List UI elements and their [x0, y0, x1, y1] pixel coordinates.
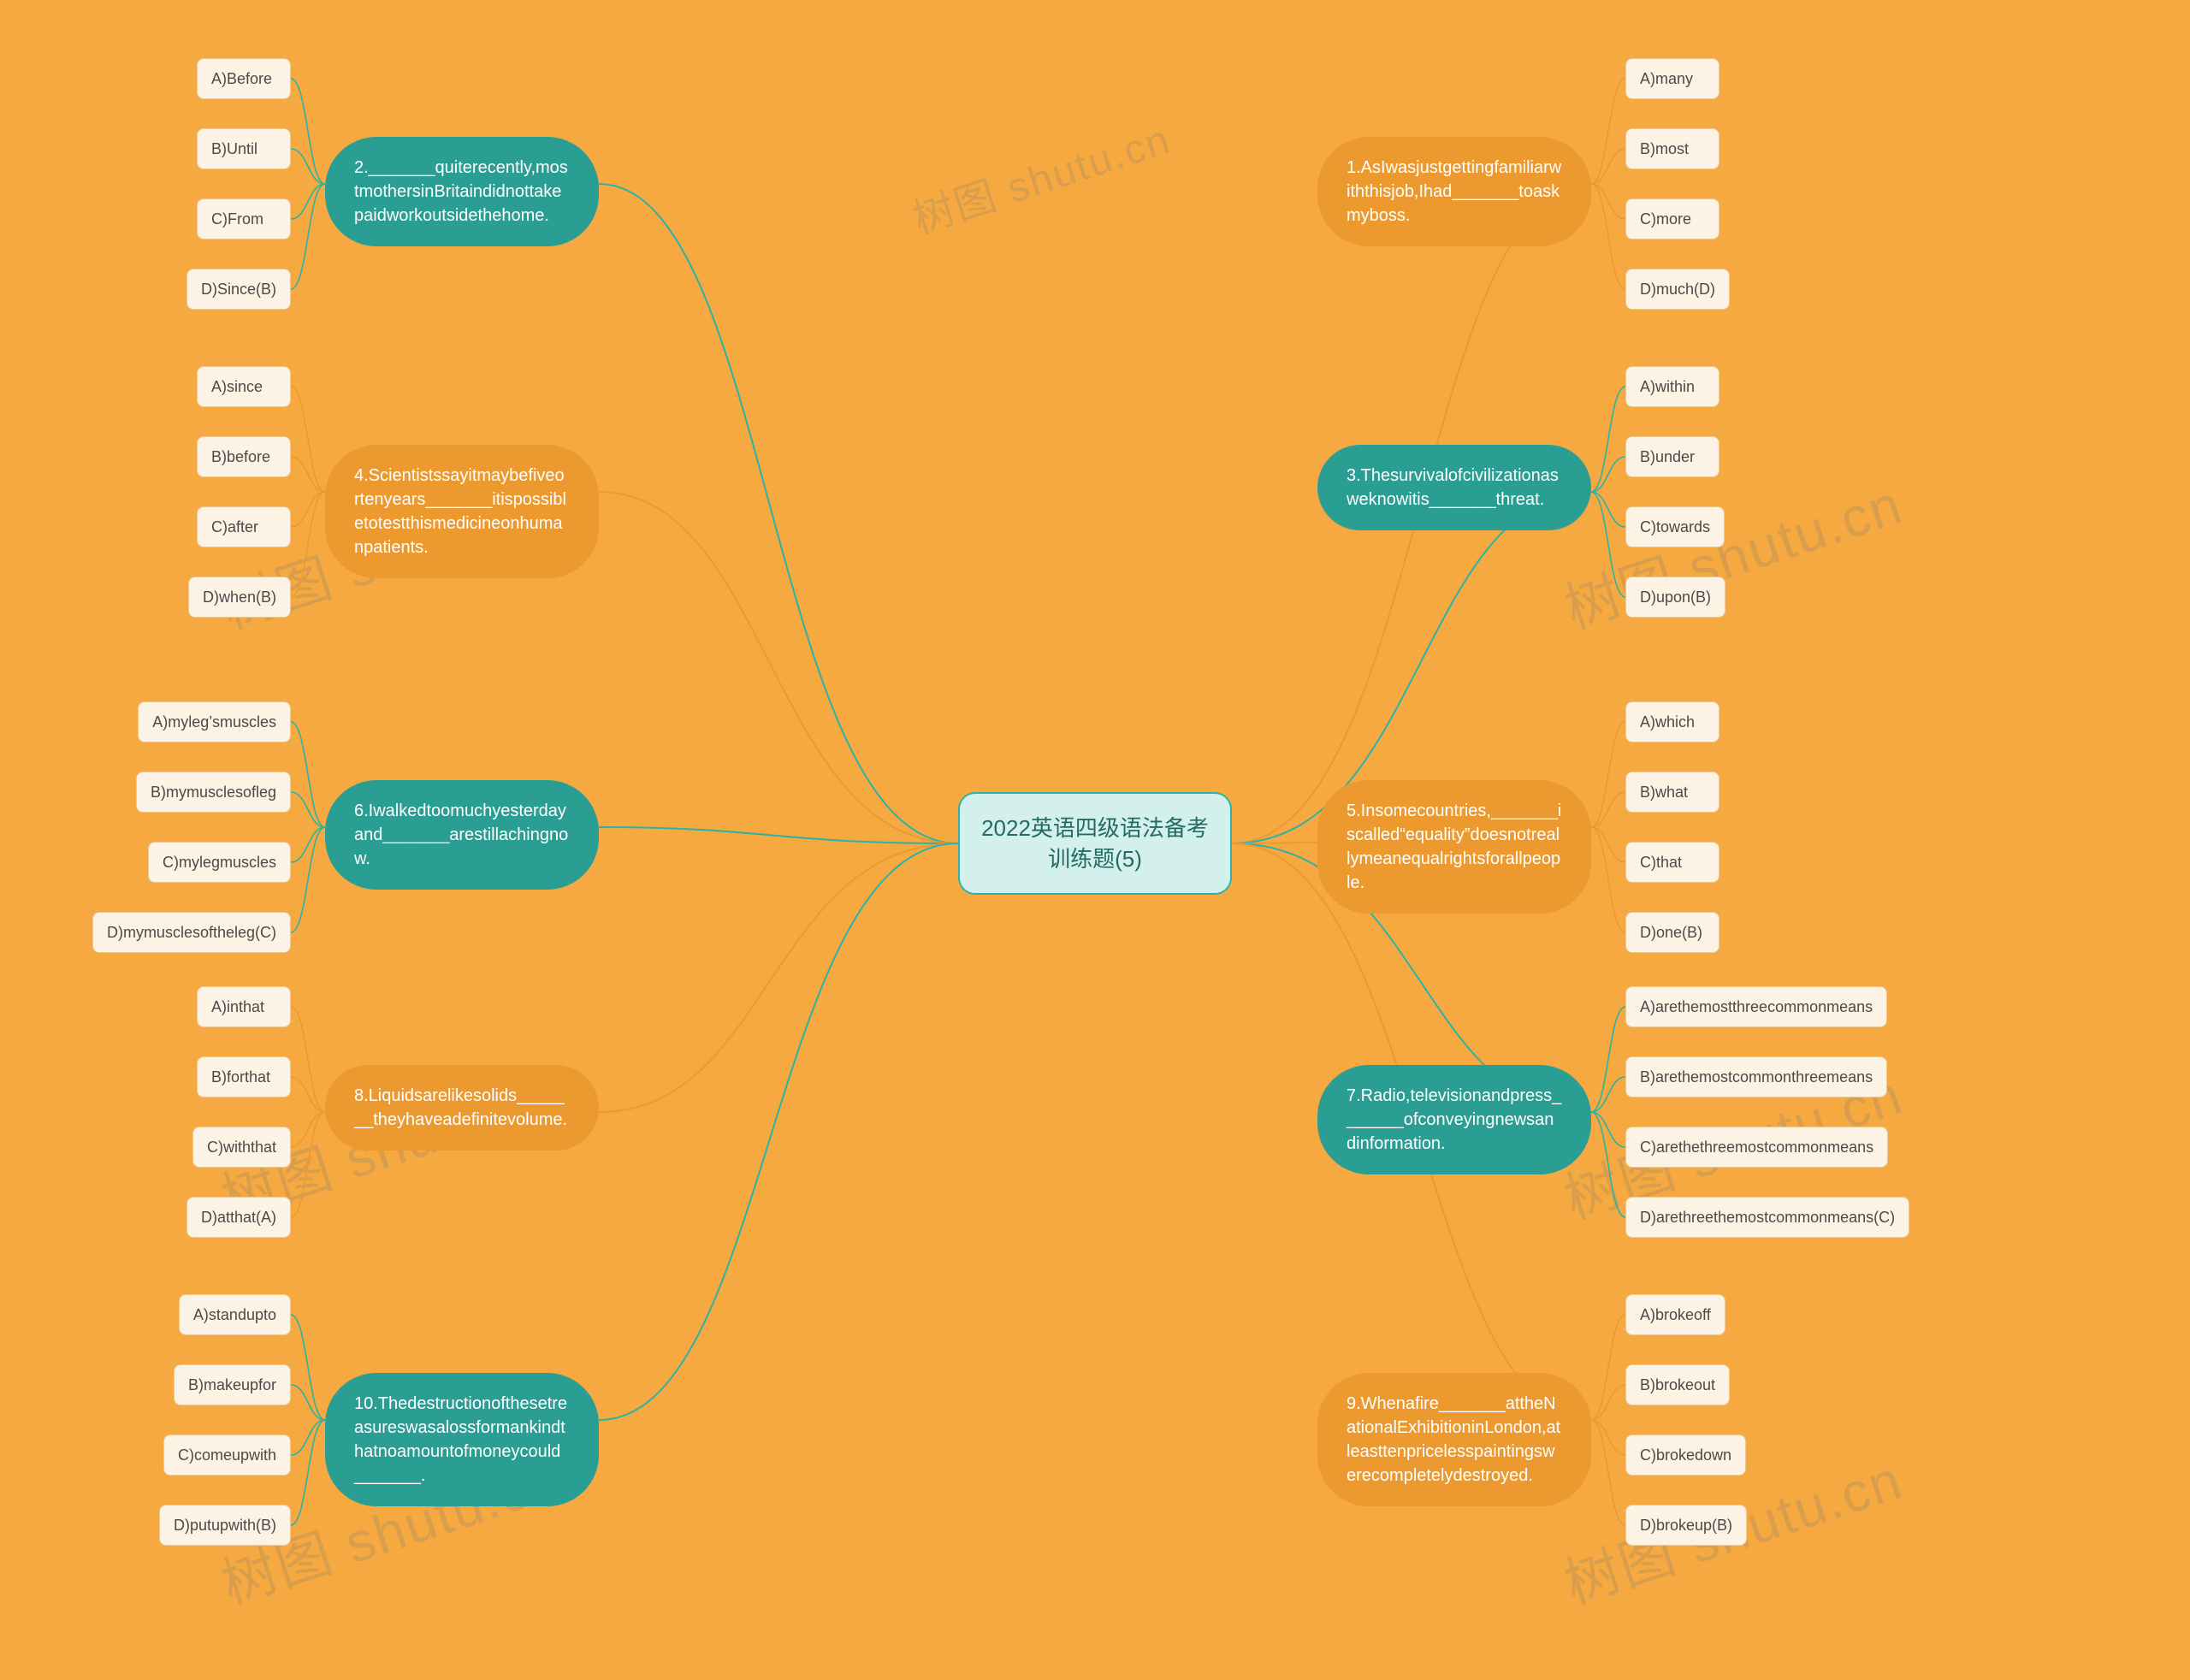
leaf-q2-c[interactable]: C)From: [197, 198, 291, 240]
leaf-q6-b[interactable]: B)mymusclesofleg: [136, 772, 291, 813]
leaf-q8-d[interactable]: D)atthat(A): [186, 1197, 291, 1238]
leaf-q3-c[interactable]: C)towards: [1625, 506, 1725, 547]
leaf-q8-b[interactable]: B)forthat: [197, 1056, 291, 1097]
watermark: 树图 shutu.cn: [904, 105, 1177, 245]
branch-q9[interactable]: 9.Whenafire_______attheNationalExhibitio…: [1317, 1373, 1591, 1506]
leaf-q6-a[interactable]: A)myleg’smuscles: [138, 701, 291, 742]
leaf-q7-a[interactable]: A)arethemostthreecommonmeans: [1625, 986, 1887, 1027]
leaf-q3-a[interactable]: A)within: [1625, 366, 1719, 407]
branch-q6[interactable]: 6.Iwalkedtoomuchyesterdayand_______arest…: [325, 780, 599, 890]
branch-q7-text: 7.Radio,televisionandpress_______ofconve…: [1347, 1084, 1562, 1156]
leaf-q9-a[interactable]: A)brokeoff: [1625, 1294, 1725, 1335]
leaf-q1-b[interactable]: B)most: [1625, 128, 1719, 169]
leaf-q10-a[interactable]: A)standupto: [179, 1294, 291, 1335]
leaf-q8-a[interactable]: A)inthat: [197, 986, 291, 1027]
leaf-q4-d[interactable]: D)when(B): [188, 577, 291, 618]
leaf-q6-c[interactable]: C)mylegmuscles: [148, 842, 291, 883]
leaf-q9-c[interactable]: C)brokedown: [1625, 1435, 1746, 1476]
branch-q8[interactable]: 8.Liquidsarelikesolids_______theyhaveade…: [325, 1065, 599, 1151]
branch-q3[interactable]: 3.Thesurvivalofcivilizationasweknowitis_…: [1317, 445, 1591, 530]
leaf-q8-c[interactable]: C)withthat: [192, 1127, 291, 1168]
leaf-q3-d[interactable]: D)upon(B): [1625, 577, 1725, 618]
leaf-q2-b[interactable]: B)Until: [197, 128, 291, 169]
leaf-q3-b[interactable]: B)under: [1625, 436, 1719, 477]
mindmap-root[interactable]: 2022英语四级语法备考训练题(5): [958, 792, 1232, 895]
leaf-q2-d[interactable]: D)Since(B): [186, 269, 291, 310]
leaf-q10-d[interactable]: D)putupwith(B): [159, 1505, 291, 1546]
leaf-q6-d[interactable]: D)mymusclesoftheleg(C): [92, 912, 291, 953]
leaf-q2-a[interactable]: A)Before: [197, 58, 291, 99]
leaf-q7-b[interactable]: B)arethemostcommonthreemeans: [1625, 1056, 1887, 1097]
leaf-q5-c[interactable]: C)that: [1625, 842, 1719, 883]
branch-q4-text: 4.Scientistssayitmaybefiveortenyears____…: [354, 464, 570, 559]
root-title: 2022英语四级语法备考训练题(5): [977, 813, 1213, 875]
leaf-q9-b[interactable]: B)brokeout: [1625, 1364, 1730, 1405]
leaf-q1-d[interactable]: D)much(D): [1625, 269, 1730, 310]
branch-q5[interactable]: 5.Insomecountries,_______iscalled“equali…: [1317, 780, 1591, 914]
leaf-q5-b[interactable]: B)what: [1625, 772, 1719, 813]
leaf-q5-d[interactable]: D)one(B): [1625, 912, 1719, 953]
branch-q10[interactable]: 10.Thedestructionofthesetreasureswasalos…: [325, 1373, 599, 1506]
leaf-q4-b[interactable]: B)before: [197, 436, 291, 477]
watermark: 树图 shutu.cn: [1554, 461, 1911, 644]
branch-q1[interactable]: 1.AsIwasjustgettingfamiliarwiththisjob,I…: [1317, 137, 1591, 246]
branch-q3-text: 3.Thesurvivalofcivilizationasweknowitis_…: [1347, 464, 1562, 512]
leaf-q4-c[interactable]: C)after: [197, 506, 291, 547]
branch-q1-text: 1.AsIwasjustgettingfamiliarwiththisjob,I…: [1347, 156, 1562, 228]
branch-q8-text: 8.Liquidsarelikesolids_______theyhaveade…: [354, 1084, 570, 1132]
branch-q6-text: 6.Iwalkedtoomuchyesterdayand_______arest…: [354, 799, 570, 871]
branch-q10-text: 10.Thedestructionofthesetreasureswasalos…: [354, 1392, 570, 1488]
leaf-q7-c[interactable]: C)arethethreemostcommonmeans: [1625, 1127, 1888, 1168]
leaf-q4-a[interactable]: A)since: [197, 366, 291, 407]
leaf-q7-d[interactable]: D)arethreethemostcommonmeans(C): [1625, 1197, 1909, 1238]
leaf-q10-c[interactable]: C)comeupwith: [163, 1435, 291, 1476]
leaf-q5-a[interactable]: A)which: [1625, 701, 1719, 742]
branch-q9-text: 9.Whenafire_______attheNationalExhibitio…: [1347, 1392, 1562, 1488]
branch-q2[interactable]: 2._______quiterecently,mostmothersinBrit…: [325, 137, 599, 246]
leaf-q1-c[interactable]: C)more: [1625, 198, 1719, 240]
leaf-q9-d[interactable]: D)brokeup(B): [1625, 1505, 1747, 1546]
leaf-q10-b[interactable]: B)makeupfor: [174, 1364, 291, 1405]
branch-q5-text: 5.Insomecountries,_______iscalled“equali…: [1347, 799, 1562, 895]
branch-q2-text: 2._______quiterecently,mostmothersinBrit…: [354, 156, 570, 228]
branch-q4[interactable]: 4.Scientistssayitmaybefiveortenyears____…: [325, 445, 599, 578]
branch-q7[interactable]: 7.Radio,televisionandpress_______ofconve…: [1317, 1065, 1591, 1174]
leaf-q1-a[interactable]: A)many: [1625, 58, 1719, 99]
